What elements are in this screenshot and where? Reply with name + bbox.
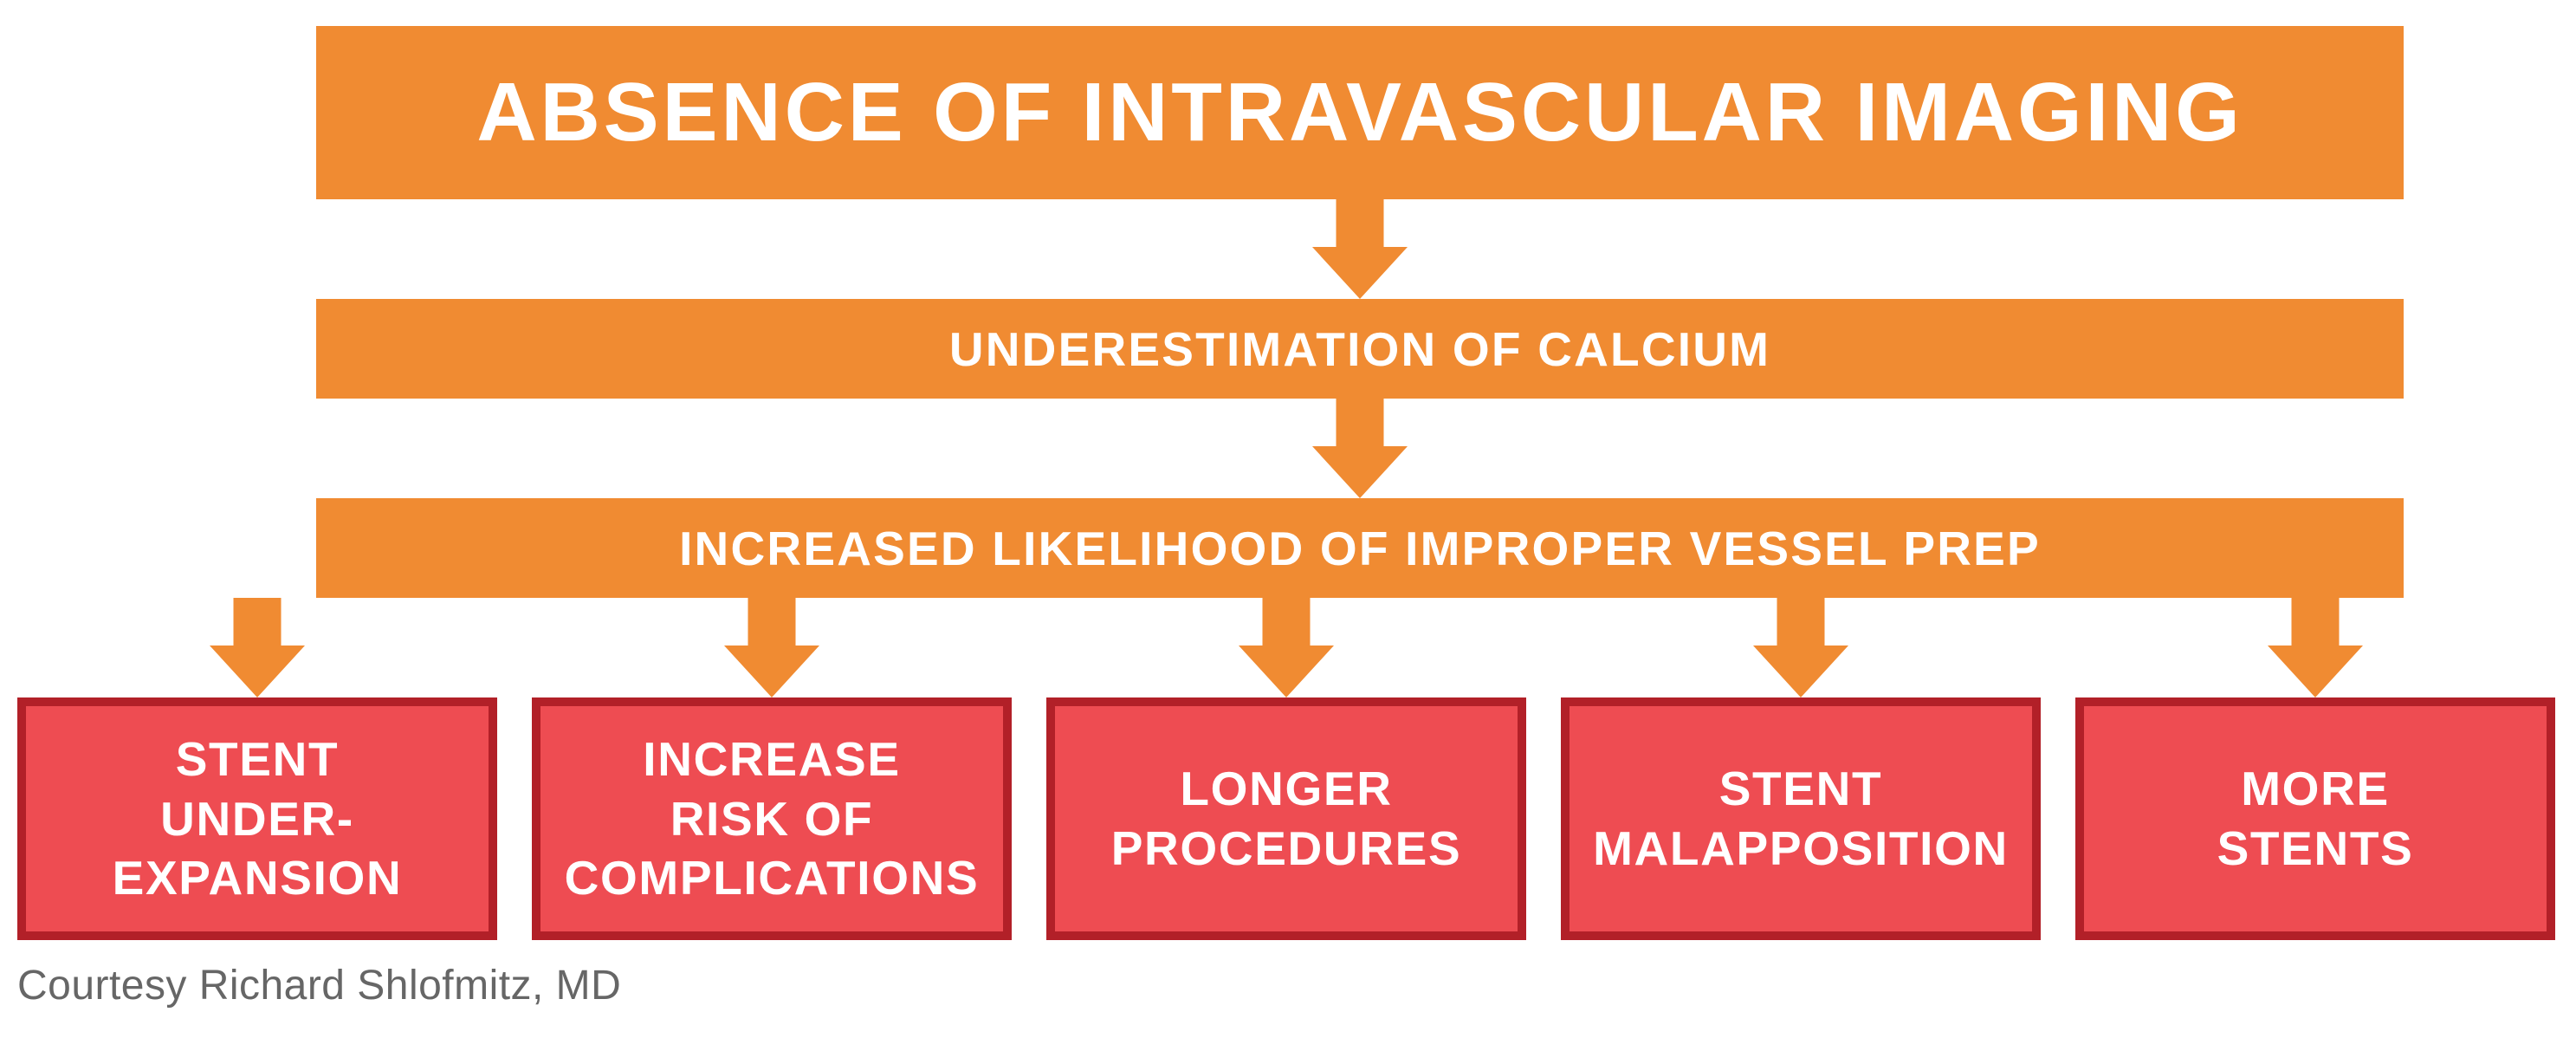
arrow-down-icon <box>2268 598 2363 697</box>
arrow-down-icon <box>724 598 819 697</box>
outcome-box-1: INCREASE RISK OF COMPLICATIONS <box>532 697 1012 940</box>
arrow-down-icon <box>1312 199 1408 299</box>
level1-box: ABSENCE OF INTRAVASCULAR IMAGING <box>316 26 2404 199</box>
outcome-box-3: STENT MALAPPOSITION <box>1561 697 2041 940</box>
level2-box: UNDERESTIMATION OF CALCIUM <box>316 299 2404 399</box>
arrow-down-icon <box>1239 598 1334 697</box>
level3-box: INCREASED LIKELIHOOD OF IMPROPER VESSEL … <box>316 498 2404 598</box>
arrow-slot <box>1046 598 1526 697</box>
outcome-label: MORE STENTS <box>2217 759 2414 879</box>
arrow-slot <box>2075 598 2555 697</box>
outcome-label: STENT UNDER- EXPANSION <box>113 730 403 908</box>
flowchart-diagram: ABSENCE OF INTRAVASCULAR IMAGING UNDERES… <box>17 26 2559 1009</box>
arrow-2-to-3 <box>316 399 2404 498</box>
arrow-down-icon <box>1312 399 1408 498</box>
arrow-1-to-2 <box>316 199 2404 299</box>
outcome-label: STENT MALAPPOSITION <box>1593 759 2009 879</box>
level3-label: INCREASED LIKELIHOOD OF IMPROPER VESSEL … <box>679 521 2041 576</box>
arrow-down-icon <box>210 598 305 697</box>
arrows-3-to-outcomes <box>17 598 2555 697</box>
arrow-slot <box>1561 598 2041 697</box>
level2-label: UNDERESTIMATION OF CALCIUM <box>949 321 1770 377</box>
outcome-label: INCREASE RISK OF COMPLICATIONS <box>565 730 980 908</box>
arrow-down-icon <box>1753 598 1848 697</box>
level1-label: ABSENCE OF INTRAVASCULAR IMAGING <box>476 65 2243 160</box>
outcome-box-0: STENT UNDER- EXPANSION <box>17 697 497 940</box>
outcome-box-4: MORE STENTS <box>2075 697 2555 940</box>
outcomes-row: STENT UNDER- EXPANSION INCREASE RISK OF … <box>17 697 2555 940</box>
arrow-slot <box>532 598 1012 697</box>
outcome-label: LONGER PROCEDURES <box>1111 759 1462 879</box>
outcome-box-2: LONGER PROCEDURES <box>1046 697 1526 940</box>
attribution-text: Courtesy Richard Shlofmitz, MD <box>17 962 621 1009</box>
arrow-slot <box>17 598 497 697</box>
